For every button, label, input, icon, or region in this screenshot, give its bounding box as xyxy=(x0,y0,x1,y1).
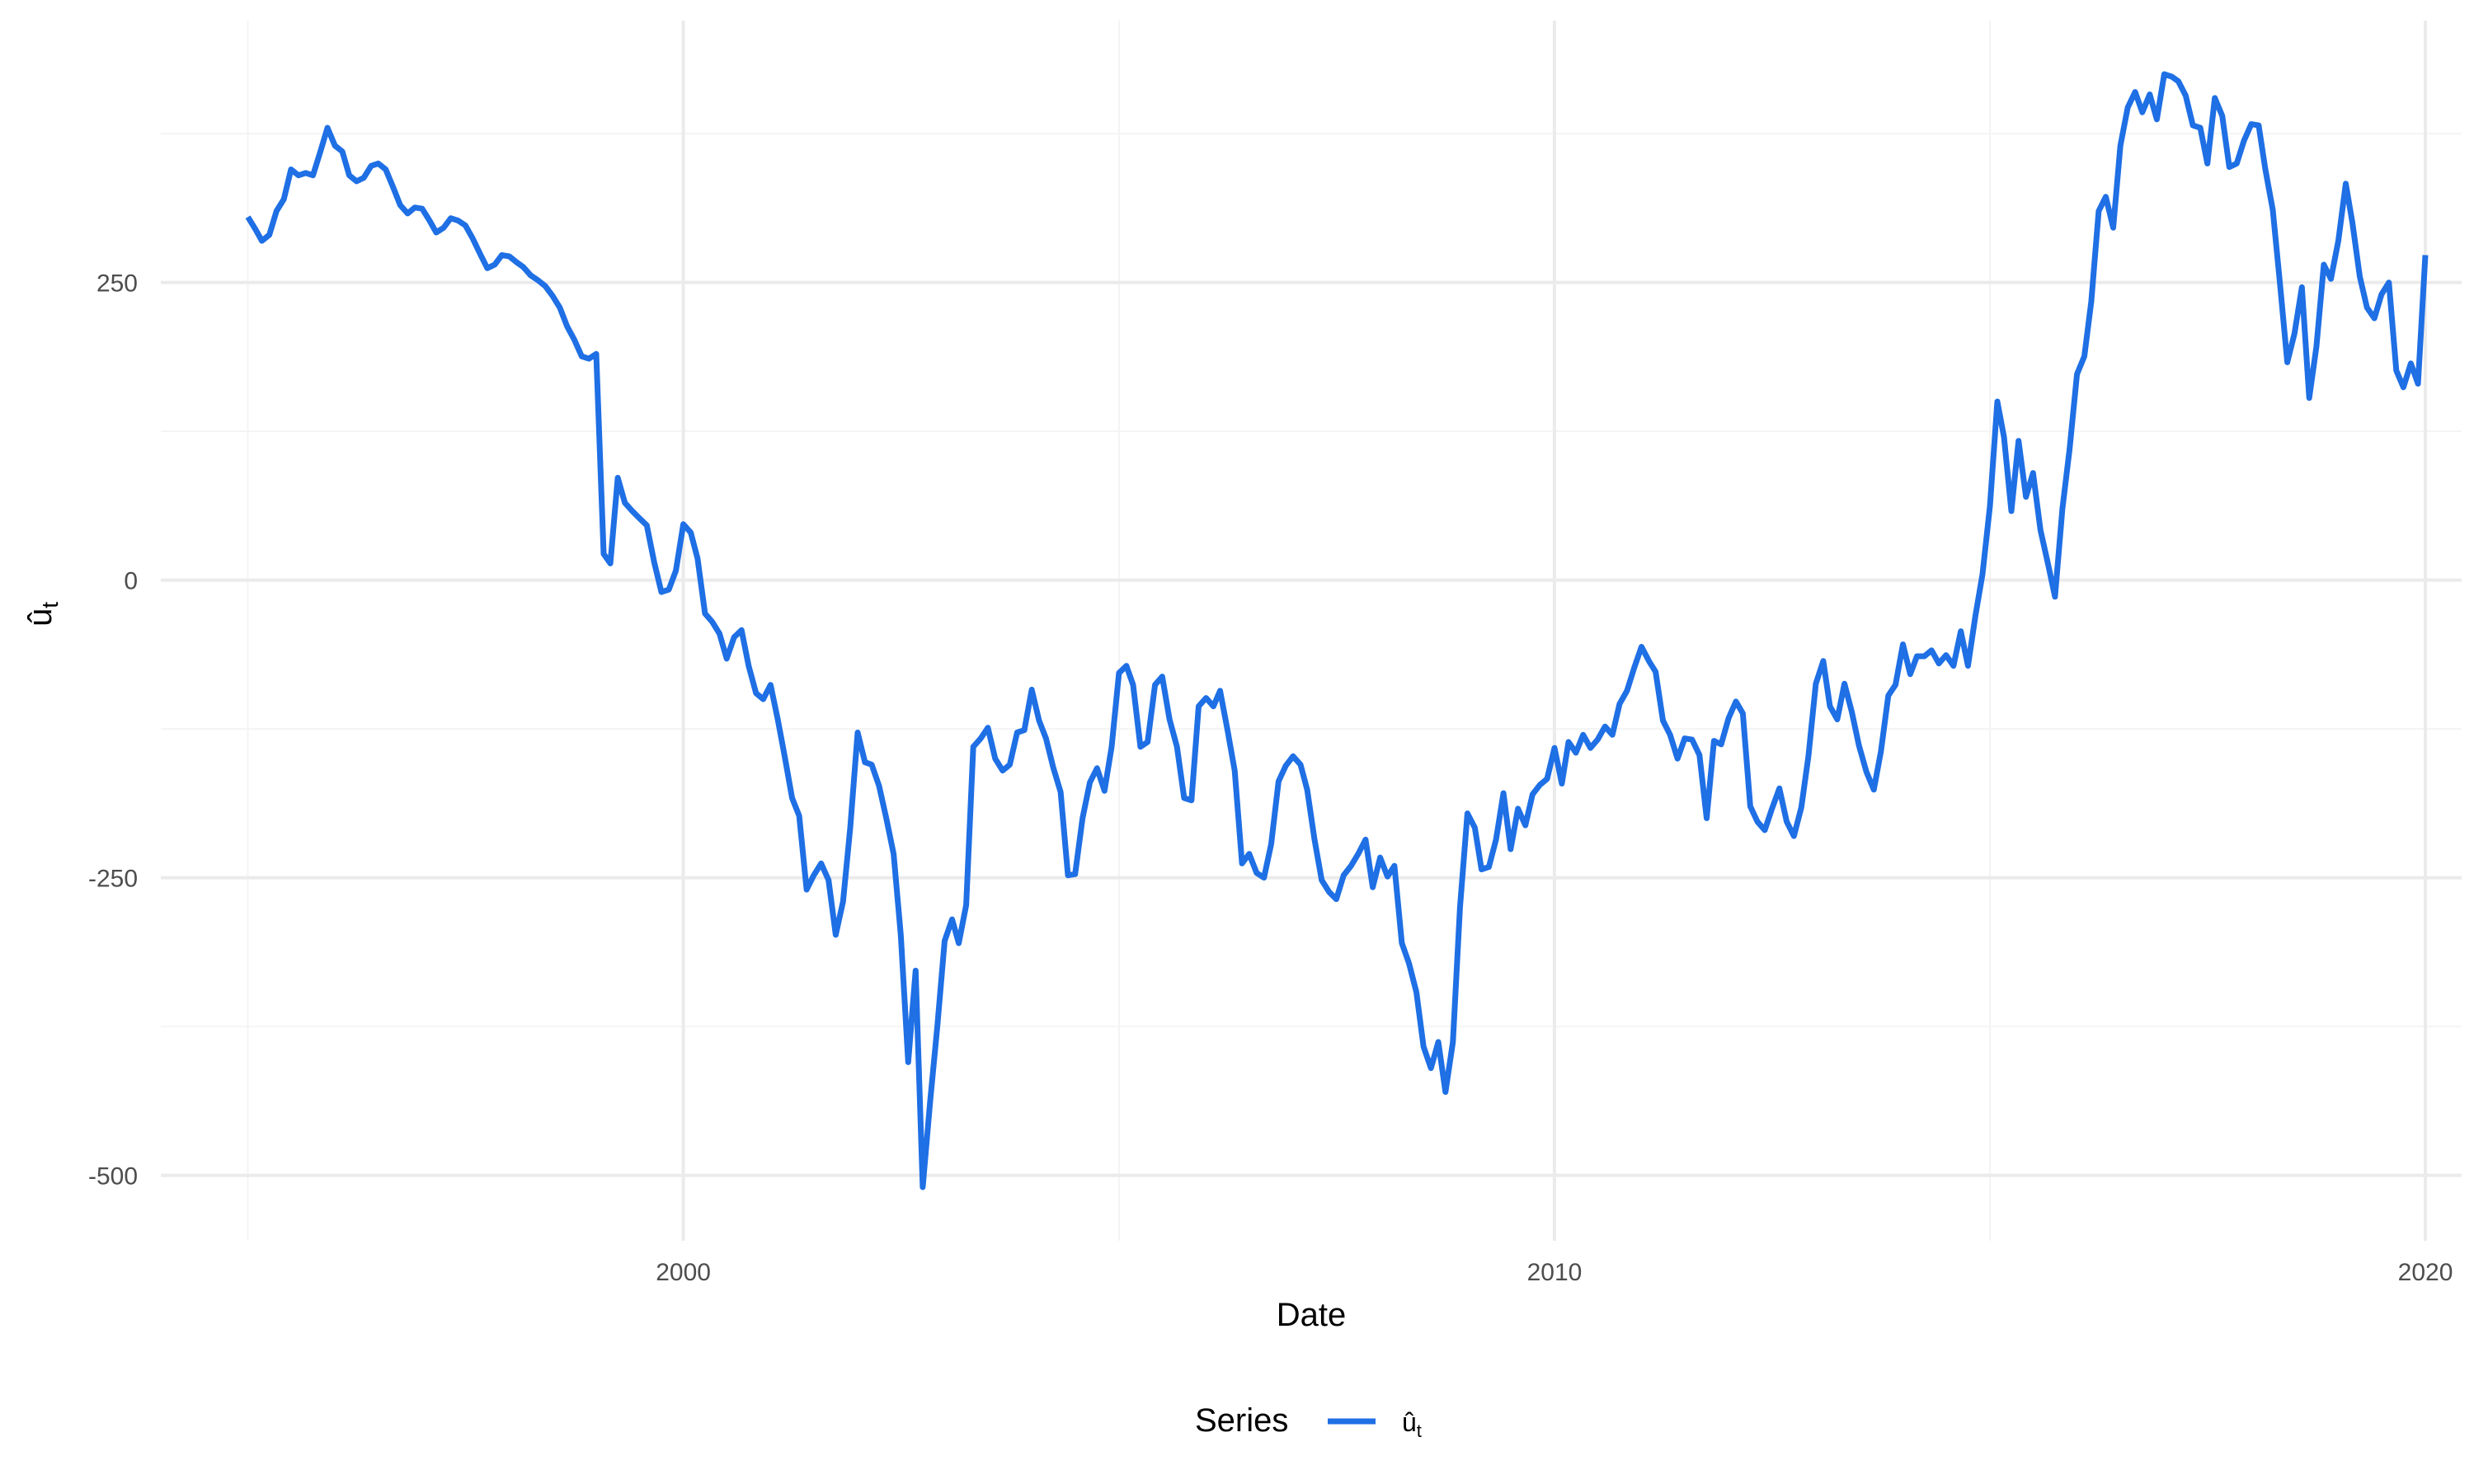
y-tick-label: -250 xyxy=(88,866,138,893)
x-axis-title: Date xyxy=(1277,1297,1347,1333)
y-axis-title-base: û xyxy=(22,608,59,627)
legend-label-subscript: t xyxy=(1417,1421,1422,1441)
series-line xyxy=(245,71,2429,1190)
legend-label-base: û xyxy=(1402,1407,1417,1437)
legend-title: Series xyxy=(1195,1402,1288,1439)
y-tick-labels: -500 -250 0 250 xyxy=(88,270,138,1190)
y-tick-label: -500 xyxy=(88,1163,138,1190)
y-tick-label: 250 xyxy=(96,270,138,298)
y-axis-title-subscript: t xyxy=(37,602,63,608)
x-tick-label: 2000 xyxy=(656,1259,711,1286)
x-tick-label: 2010 xyxy=(1527,1259,1583,1286)
legend: Series ût xyxy=(1195,1402,1422,1441)
x-tick-label: 2020 xyxy=(2398,1259,2453,1286)
series-layer xyxy=(245,71,2429,1190)
x-tick-labels: 2000 2010 2020 xyxy=(656,1259,2453,1286)
grid-minor xyxy=(161,21,2462,1241)
y-tick-label: 0 xyxy=(124,568,138,595)
y-axis-title: ût xyxy=(22,602,63,627)
legend-label: ût xyxy=(1402,1407,1422,1441)
